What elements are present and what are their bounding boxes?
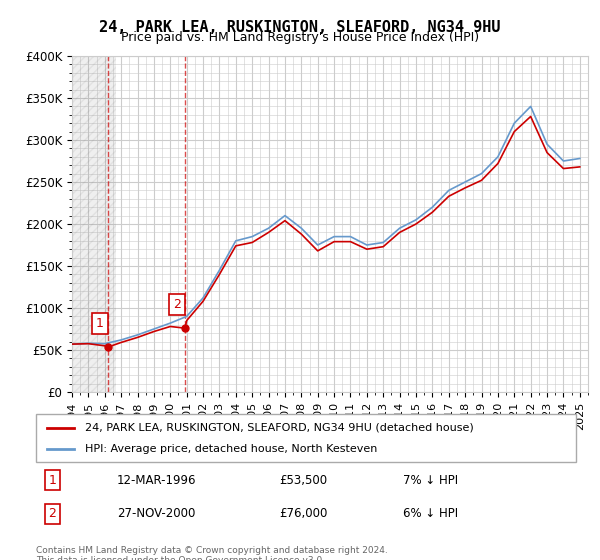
Text: £53,500: £53,500 bbox=[279, 474, 327, 487]
Text: Contains HM Land Registry data © Crown copyright and database right 2024.
This d: Contains HM Land Registry data © Crown c… bbox=[36, 546, 388, 560]
Text: 24, PARK LEA, RUSKINGTON, SLEAFORD, NG34 9HU: 24, PARK LEA, RUSKINGTON, SLEAFORD, NG34… bbox=[99, 20, 501, 35]
Point bbox=[103, 343, 113, 352]
Text: 6% ↓ HPI: 6% ↓ HPI bbox=[403, 507, 458, 520]
FancyBboxPatch shape bbox=[36, 414, 576, 462]
Text: 1: 1 bbox=[48, 474, 56, 487]
Text: £76,000: £76,000 bbox=[279, 507, 328, 520]
Text: 7% ↓ HPI: 7% ↓ HPI bbox=[403, 474, 458, 487]
Text: 24, PARK LEA, RUSKINGTON, SLEAFORD, NG34 9HU (detached house): 24, PARK LEA, RUSKINGTON, SLEAFORD, NG34… bbox=[85, 423, 473, 433]
Text: 27-NOV-2000: 27-NOV-2000 bbox=[117, 507, 196, 520]
Text: 1: 1 bbox=[96, 317, 104, 330]
Text: Price paid vs. HM Land Registry's House Price Index (HPI): Price paid vs. HM Land Registry's House … bbox=[121, 31, 479, 44]
Text: 2: 2 bbox=[173, 298, 181, 311]
Text: HPI: Average price, detached house, North Kesteven: HPI: Average price, detached house, Nort… bbox=[85, 444, 377, 454]
Text: 2: 2 bbox=[48, 507, 56, 520]
Text: 12-MAR-1996: 12-MAR-1996 bbox=[117, 474, 197, 487]
Point bbox=[180, 324, 190, 333]
